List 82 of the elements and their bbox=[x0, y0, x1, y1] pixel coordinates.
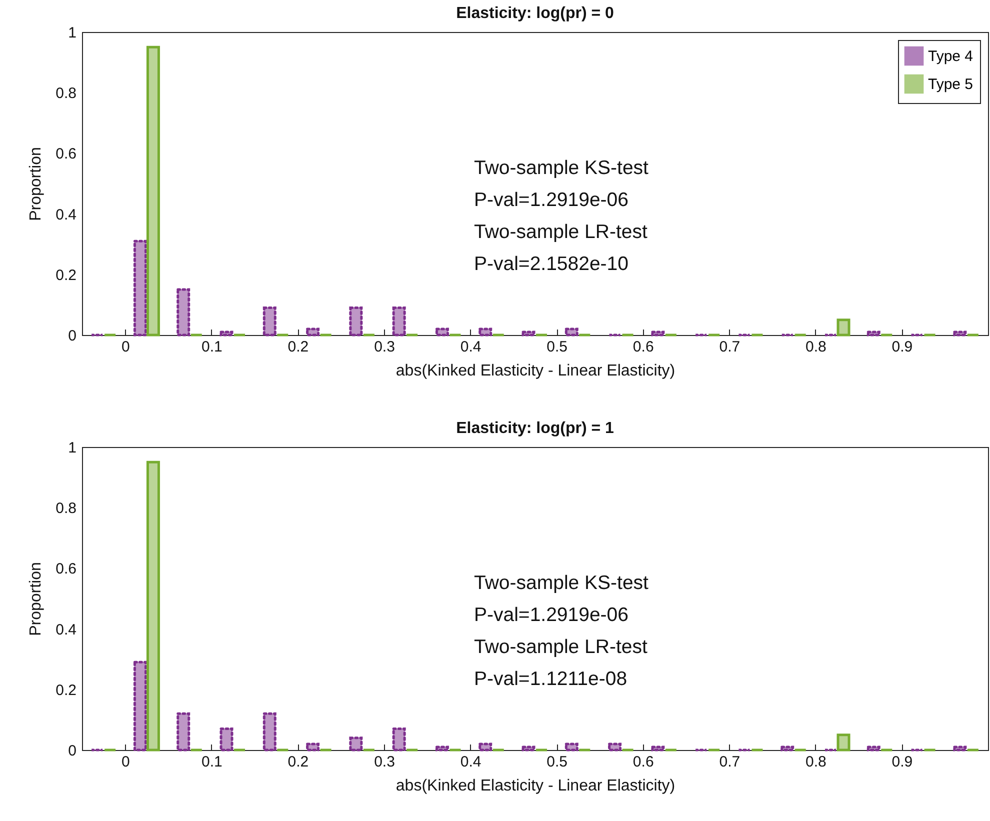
x-tick-label: 0.4 bbox=[460, 754, 482, 770]
x-tick-label: 0.2 bbox=[288, 754, 309, 770]
x-tick-label: 0.9 bbox=[892, 754, 913, 770]
y-tick-label: 0.2 bbox=[56, 266, 76, 284]
bar bbox=[522, 746, 536, 752]
y-tick-label: 1 bbox=[68, 24, 76, 42]
bar bbox=[146, 460, 160, 752]
y-tick-label: 0.8 bbox=[56, 85, 76, 102]
bar bbox=[306, 328, 320, 336]
bar bbox=[349, 736, 363, 752]
bar bbox=[220, 728, 234, 752]
y-axis-title: Proportion bbox=[28, 562, 45, 636]
bar bbox=[435, 328, 449, 336]
annotation: Two-sample KS-test bbox=[474, 157, 650, 179]
legend-label: Type 4 bbox=[928, 48, 974, 65]
x-tick-label: 0.6 bbox=[632, 754, 654, 770]
y-tick-label: 0.2 bbox=[56, 682, 76, 699]
bar bbox=[392, 306, 406, 336]
bar bbox=[262, 712, 276, 752]
bar bbox=[435, 746, 449, 752]
bar bbox=[953, 746, 967, 752]
annotation: P-val=1.2919e-06 bbox=[474, 604, 628, 626]
bar bbox=[780, 746, 794, 752]
x-tick-label: 0.7 bbox=[719, 338, 740, 356]
x-tick-label: 0.8 bbox=[806, 754, 826, 770]
x-tick-label: 0.2 bbox=[288, 338, 309, 356]
y-tick-label: 0 bbox=[68, 742, 76, 760]
bar bbox=[306, 742, 320, 752]
bar bbox=[133, 660, 147, 752]
y-axis-title: Proportion bbox=[28, 147, 45, 221]
bar bbox=[651, 746, 665, 752]
chart-title: Elasticity: log(pr) = 1 bbox=[456, 420, 614, 437]
y-tick-label: 0 bbox=[68, 328, 76, 344]
bar bbox=[836, 734, 850, 752]
bar bbox=[176, 288, 190, 336]
bar bbox=[133, 240, 147, 336]
bar bbox=[392, 728, 406, 752]
x-tick-label: 0.4 bbox=[460, 338, 482, 356]
bar bbox=[564, 742, 578, 752]
x-tick-label: 0.3 bbox=[374, 754, 395, 770]
x-tick-label: 0.6 bbox=[632, 338, 654, 356]
x-axis-title: abs(Kinked Elasticity - Linear Elasticity) bbox=[396, 362, 676, 380]
x-tick-label: 0.5 bbox=[546, 754, 568, 770]
x-tick-label: 0.7 bbox=[719, 754, 740, 770]
bar bbox=[953, 330, 967, 336]
annotation: Two-sample LR-test bbox=[474, 221, 648, 243]
y-tick-label: 0.4 bbox=[56, 206, 76, 224]
legend-label: Type 5 bbox=[928, 76, 974, 93]
bar bbox=[866, 746, 880, 752]
x-tick-label: 0.1 bbox=[202, 754, 222, 770]
x-tick-label: 0 bbox=[121, 338, 130, 356]
x-tick-label: 0.5 bbox=[546, 338, 568, 356]
x-tick-label: 0.1 bbox=[202, 338, 222, 356]
bar bbox=[608, 742, 622, 752]
bar bbox=[262, 306, 276, 336]
y-tick-label: 0.6 bbox=[56, 146, 76, 163]
bar bbox=[349, 306, 363, 336]
bar bbox=[478, 742, 492, 752]
y-tick-label: 0.6 bbox=[56, 560, 76, 578]
bar bbox=[836, 318, 850, 336]
bar bbox=[564, 328, 578, 336]
annotation: P-val=1.2919e-06 bbox=[474, 189, 628, 211]
bar bbox=[176, 712, 190, 752]
bar bbox=[220, 330, 234, 336]
bar bbox=[522, 330, 536, 336]
y-tick-label: 1 bbox=[68, 440, 76, 456]
y-tick-label: 0.4 bbox=[56, 621, 76, 638]
x-tick-label: 0.8 bbox=[806, 338, 826, 356]
bar bbox=[146, 46, 160, 336]
annotation: Two-sample KS-test bbox=[474, 572, 650, 594]
x-axis-title: abs(Kinked Elasticity - Linear Elasticity) bbox=[396, 778, 676, 794]
bar bbox=[651, 330, 665, 336]
chart-title: Elasticity: log(pr) = 0 bbox=[456, 5, 614, 22]
y-tick-label: 0.8 bbox=[56, 500, 76, 518]
bar bbox=[866, 330, 880, 336]
annotation: P-val=1.1211e-08 bbox=[474, 668, 628, 690]
x-tick-label: 0 bbox=[121, 754, 130, 770]
bar bbox=[478, 328, 492, 336]
x-tick-label: 0.3 bbox=[374, 338, 395, 356]
annotation: P-val=2.1582e-10 bbox=[474, 253, 629, 275]
x-tick-label: 0.9 bbox=[892, 338, 913, 356]
annotation: Two-sample LR-test bbox=[474, 636, 648, 658]
